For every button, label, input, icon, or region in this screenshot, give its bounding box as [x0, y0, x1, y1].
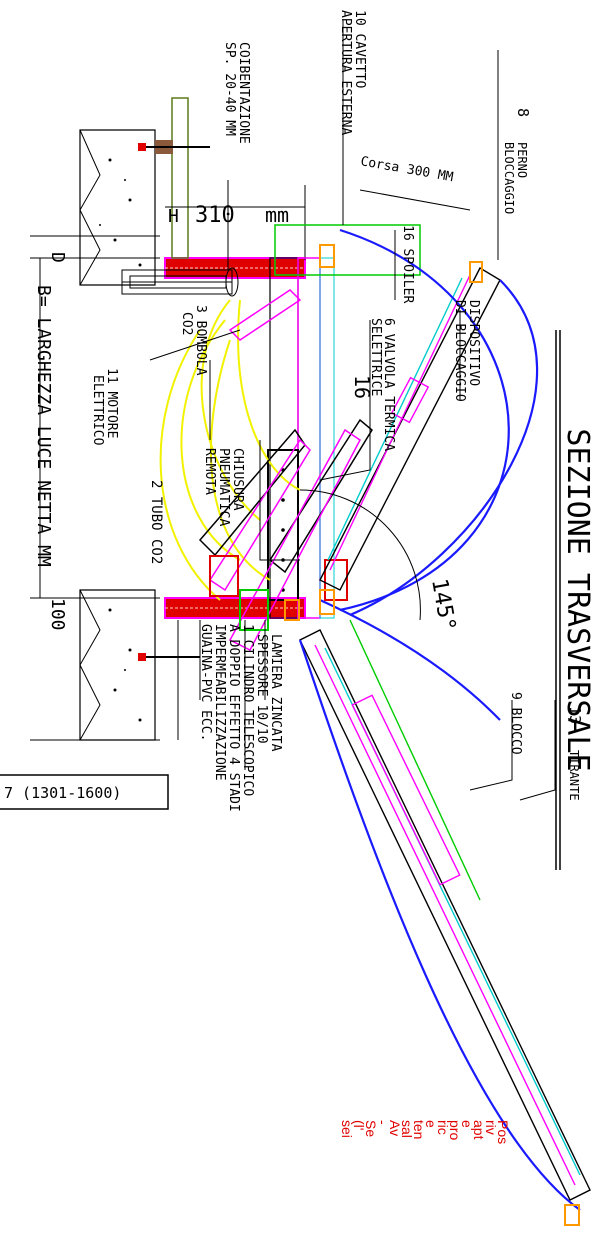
label-blocco: 9 BLOCCO	[508, 692, 523, 755]
drawing-title: SEZIONE TRASVERSALE	[560, 428, 595, 771]
label-tirante-num: 13	[566, 706, 584, 724]
label-spoiler: 16 SPOILER	[400, 225, 415, 303]
label-perno-2: BLOCCAGGIO	[502, 142, 516, 214]
note-line-1: riv	[483, 1120, 499, 1135]
label-d: D	[47, 252, 68, 263]
red-notes: Pos riv apt e pro ric e ten sal Av - Se …	[339, 1120, 511, 1144]
label-coibentazione-2: SP. 20-40 MM	[222, 42, 237, 136]
leader-lines	[149, 20, 556, 801]
lid-upper	[319, 267, 501, 591]
label-impermeab-1: IMPERMEABILIZZAZIONE	[212, 624, 227, 781]
label-chiusura-3: REMOTA	[202, 448, 217, 495]
blue-arcs	[298, 228, 581, 1211]
label-b: B= LARGHEZZA LUCE NETTA MM	[33, 285, 54, 567]
label-cilindro-1: 1 CILINDRO TELESCOPICO	[240, 624, 255, 796]
label-chiusura-2: PNEUMATICA	[216, 448, 231, 526]
label-impermeab-2: GUAINA-PVC ECC.	[198, 624, 213, 741]
angle-arc-145	[299, 489, 421, 621]
label-bombola-1: 3 BOMBOLA	[193, 305, 208, 376]
label-angle-16: 16	[350, 375, 374, 399]
label-perno-num: 8	[514, 108, 532, 117]
label-perno-1: PERNO	[515, 142, 529, 178]
telescopic-arms	[198, 289, 373, 651]
label-cavetto-1: 10 CAVETTO	[352, 10, 367, 88]
note-line-2: apt	[471, 1120, 487, 1140]
label-dispositivo-1: DISPOSITIVO	[466, 300, 481, 386]
spoiler-box	[274, 224, 421, 276]
label-bombola-2: CO2	[179, 312, 194, 335]
label-valvola-2: SELETTRICE	[368, 318, 383, 396]
note-line-12: (l'	[351, 1120, 367, 1130]
note-line-9: Av	[387, 1120, 403, 1136]
concrete-wall-top	[79, 129, 156, 286]
note-line-8: sal	[399, 1120, 415, 1138]
label-angle-145: 145°	[426, 577, 460, 634]
label-h-unit: mm	[265, 203, 289, 227]
electric-motor	[121, 267, 239, 297]
note-line-7: ten	[411, 1120, 427, 1139]
label-range: 7 (1301-1600)	[4, 784, 121, 802]
note-line-5: ric	[435, 1120, 451, 1135]
note-line-4: pro	[447, 1120, 463, 1140]
title-group: SEZIONE TRASVERSALE	[555, 330, 595, 870]
note-line-3: e	[459, 1120, 475, 1128]
dim-line-corsa	[359, 189, 471, 211]
label-dispositivo-2: DI BLOCCAGGIO	[452, 300, 467, 402]
label-tubo: 2 TUBO CO2	[148, 480, 164, 564]
note-line-13: sei	[339, 1120, 355, 1138]
label-corsa: Corsa 300 MM	[359, 154, 454, 185]
concrete-wall-bottom	[79, 589, 156, 741]
plate-dark	[267, 449, 299, 601]
label-cavetto-2: APERTURA ESTERNA	[338, 10, 353, 135]
note-line-11: Se	[363, 1120, 379, 1137]
label-motore-2: ELETTRICO	[90, 375, 105, 446]
note-line-10: -	[375, 1120, 391, 1125]
range-box	[0, 774, 169, 810]
co2-tubes	[159, 299, 301, 601]
label-100: 100	[47, 598, 68, 631]
label-h-value: 310	[195, 203, 235, 228]
label-valvola-1: 6 VALVOLA TERMICA	[381, 318, 396, 451]
label-lamiera-1: LAMIERA ZINCATA	[268, 634, 283, 752]
note-line-0: Pos	[495, 1120, 511, 1144]
label-cilindro-2: A DOPPIO EFFETTO 4 STADI	[226, 624, 241, 812]
note-line-6: e	[423, 1120, 439, 1128]
label-h: H	[168, 206, 179, 227]
label-chiusura-1: CHIUSURA	[230, 448, 245, 511]
lid-lower	[299, 619, 591, 1201]
label-lamiera-2: SPESSORE 10/10	[254, 634, 269, 744]
label-tirante: TIRANTE	[567, 750, 581, 801]
label-motore-1: 11 MOTORE	[104, 368, 119, 438]
insulation-box	[171, 97, 189, 259]
label-coibentazione-1: COIBENTAZIONE	[236, 42, 251, 144]
hinge-bolts	[284, 244, 580, 1226]
